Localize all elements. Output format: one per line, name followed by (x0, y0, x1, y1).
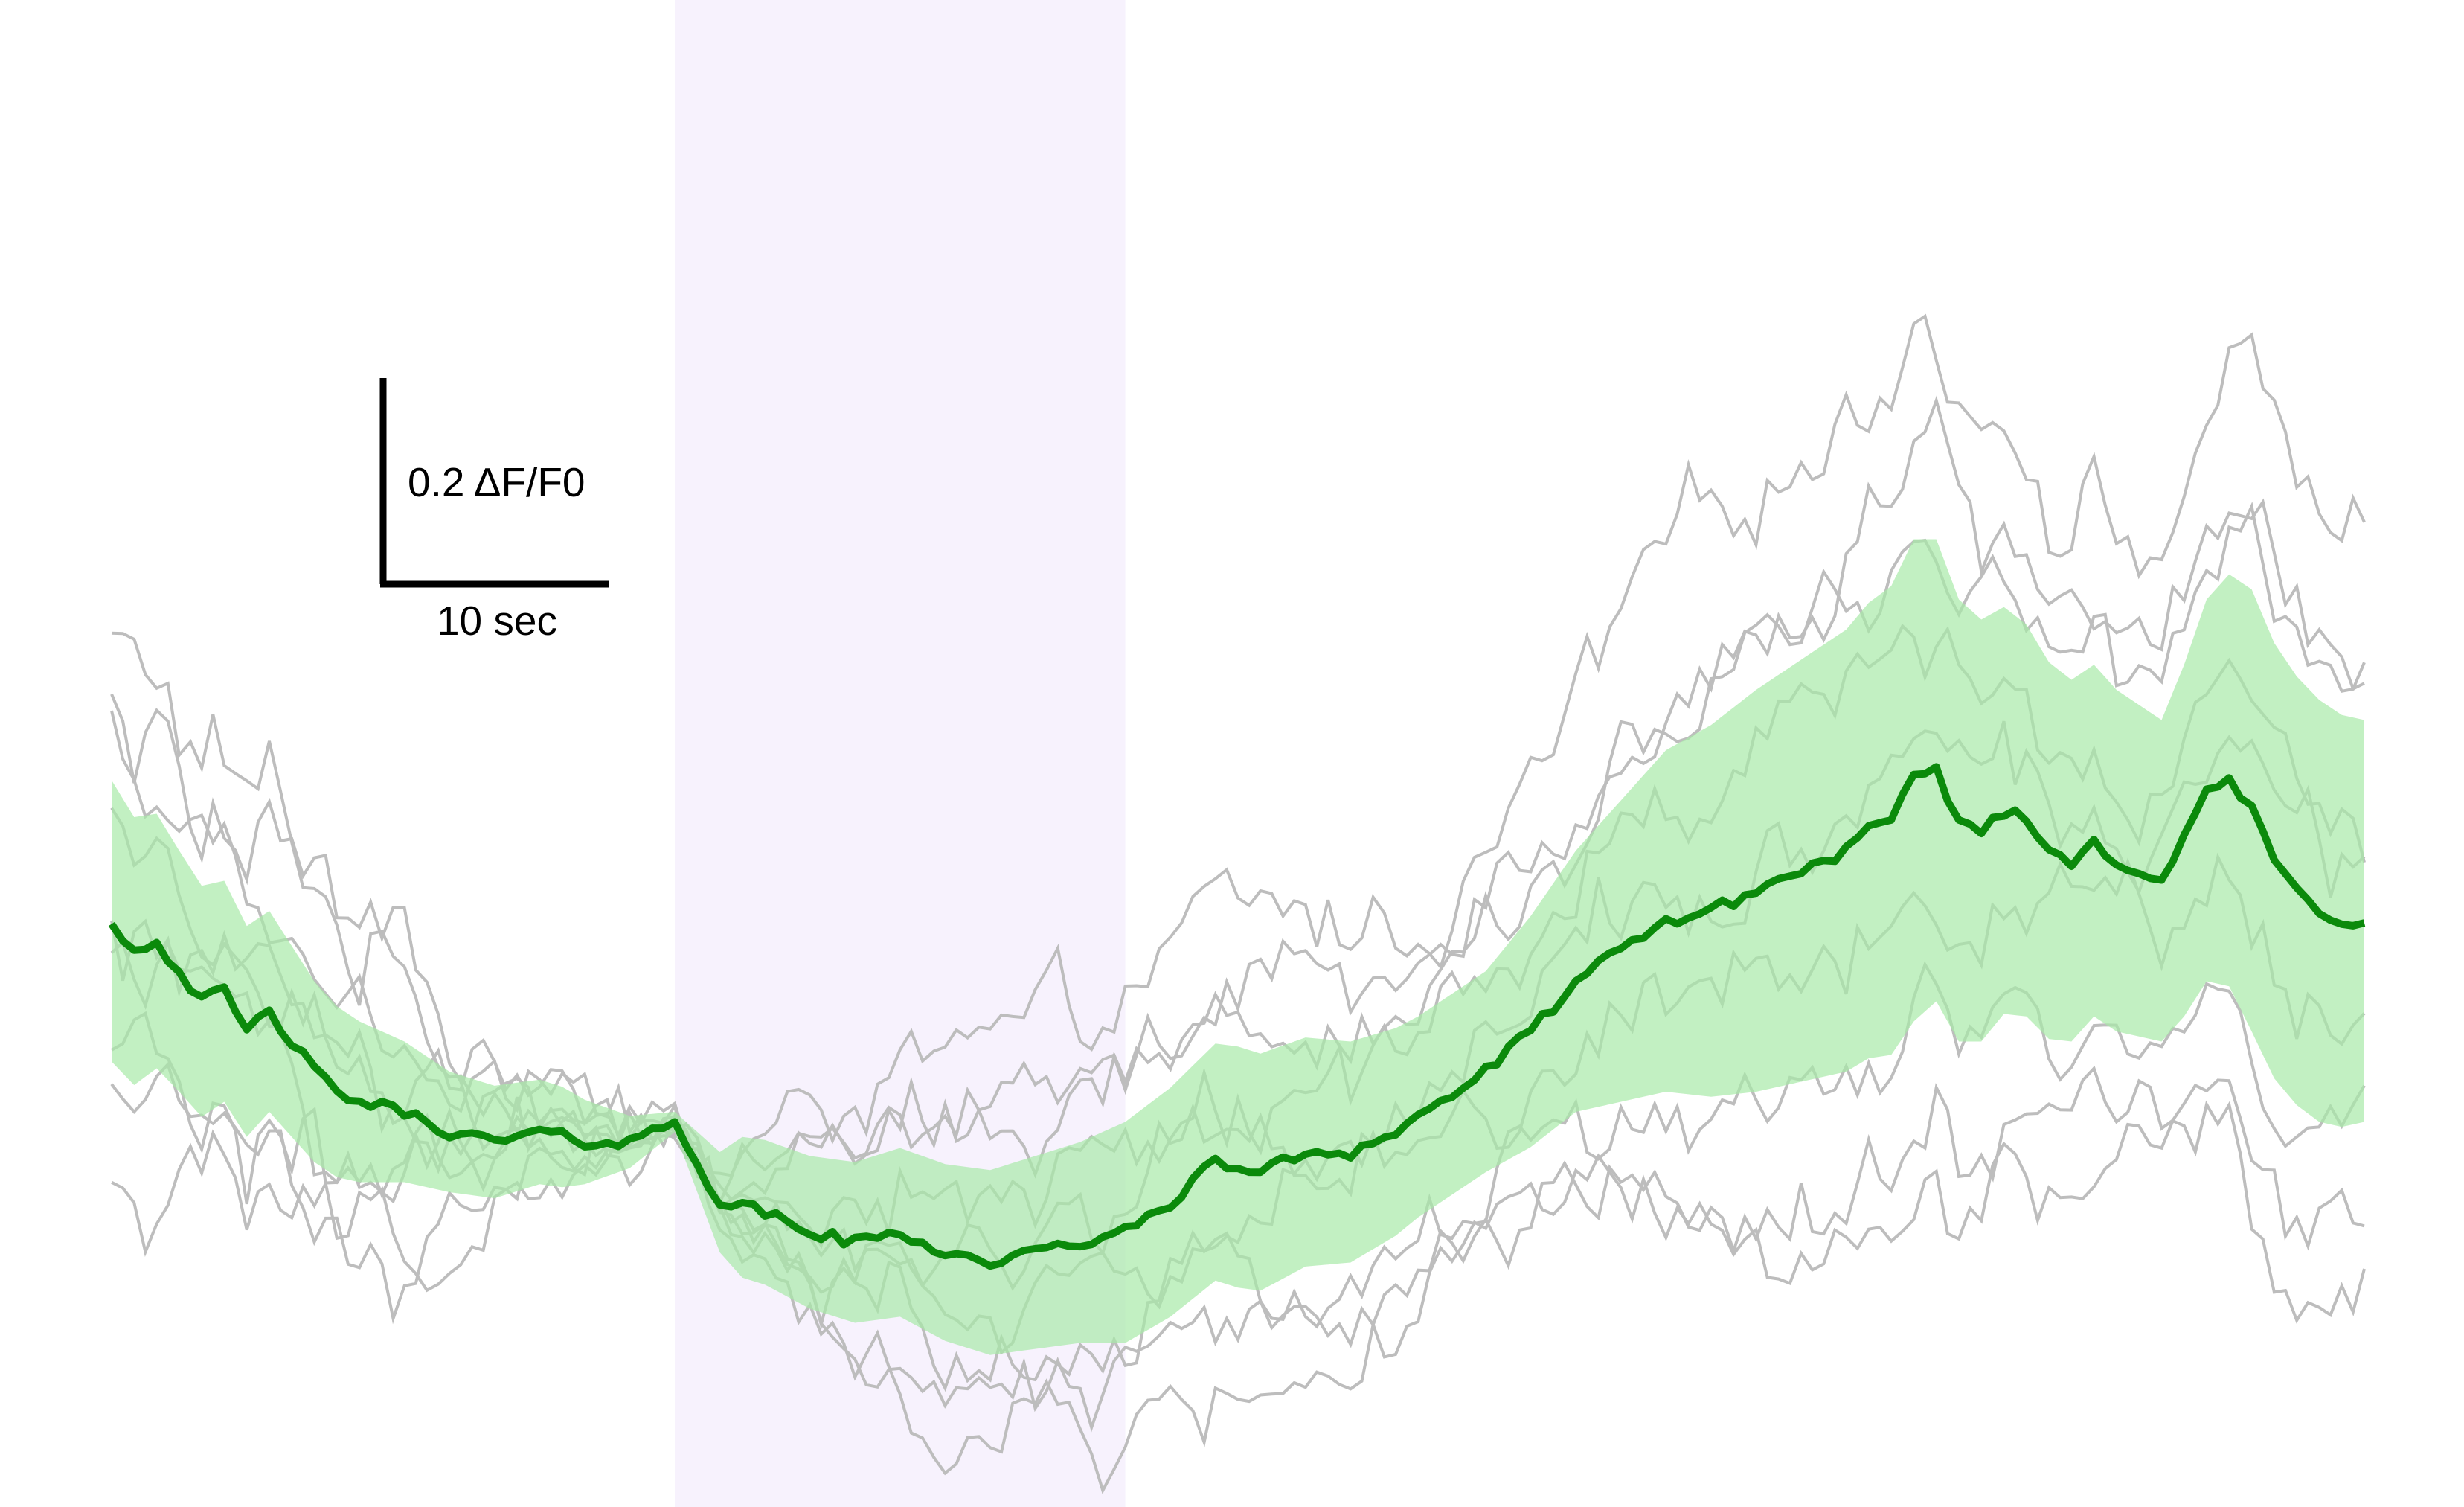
scale-bar-y-label: 0.2 ΔF/F0 (408, 459, 585, 505)
trial-trace-8 (110, 1061, 2365, 1433)
trial-trace-7 (110, 502, 2366, 1206)
mean-trace (108, 763, 2366, 1270)
error-band (112, 539, 2364, 1355)
scale-bar-x-label: 10 sec (437, 598, 557, 644)
scale-bar: 0.2 ΔF/F0 10 sec (379, 378, 609, 644)
trial-trace-2 (111, 1100, 2366, 1494)
